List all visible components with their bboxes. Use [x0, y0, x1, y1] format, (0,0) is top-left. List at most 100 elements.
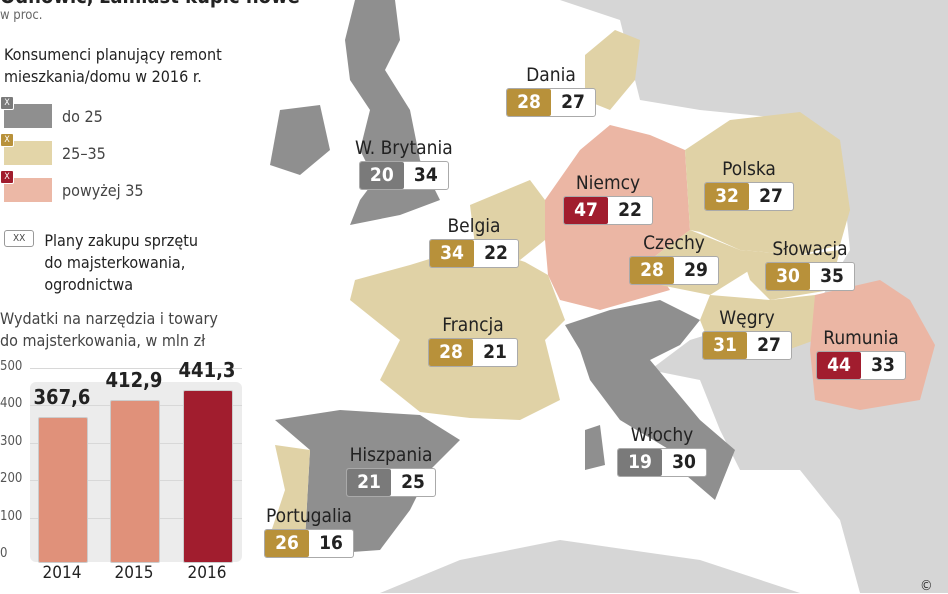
value-pair: 28 29: [629, 256, 719, 285]
renovation-badge: 28: [429, 339, 473, 366]
gridline: [30, 367, 242, 369]
y-tick-label: 100: [0, 508, 23, 524]
plans-badge: 35: [820, 265, 844, 287]
bar-value-label: 441,3: [178, 357, 236, 382]
value-pair: 20 34: [358, 161, 449, 190]
country-label: W. Brytania 20 34: [355, 137, 453, 190]
cc-icon: ©: [920, 578, 933, 594]
plans-label-3: ogrodnictwa: [44, 275, 134, 294]
y-tick-label: 0: [0, 546, 8, 561]
country-name: Włochy: [630, 424, 694, 446]
value-pair: 30 35: [765, 262, 855, 291]
country-name: Dania: [526, 64, 576, 86]
renovation-badge: 30: [766, 263, 810, 290]
value-pair: 47 22: [563, 196, 653, 225]
marker-icon: X: [0, 133, 14, 147]
plans-badge: 27: [759, 185, 783, 207]
ireland-shape: [270, 105, 330, 175]
legend-plans: XX Plany zakupu sprzętu do majsterkowani…: [4, 230, 198, 296]
plans-label-1: Plany zakupu sprzętu: [44, 231, 198, 250]
uk-shape: [345, 0, 440, 225]
plans-badge: 34: [413, 164, 438, 186]
country-name: Hiszpania: [349, 444, 433, 466]
country-name: Belgia: [447, 215, 501, 237]
subtitle: w proc.: [0, 8, 43, 23]
bar-2016: [183, 389, 233, 563]
legend-item-mid: X 25–35: [0, 133, 106, 165]
plans-badge: 29: [684, 259, 708, 281]
value-pair: 32 27: [704, 182, 794, 211]
plans-badge: 25: [401, 471, 425, 493]
value-pair: 26 16: [264, 529, 354, 558]
country-name: Czechy: [643, 232, 705, 254]
plans-badge: 27: [757, 334, 781, 356]
country-label: Portugalia 26 16: [264, 505, 354, 558]
bar-2015: [110, 400, 160, 563]
plans-badge: 22: [484, 242, 508, 264]
legend-label: 25–35: [62, 143, 106, 163]
x-tick-label: 2015: [114, 563, 154, 583]
renovation-badge: 31: [703, 332, 747, 359]
country-label: Dania 28 27: [506, 64, 596, 117]
country-label: Hiszpania 21 25: [346, 444, 436, 497]
marker-icon: X: [0, 170, 14, 184]
plans-marker-icon: XX: [4, 230, 35, 247]
renovation-badge: 21: [347, 469, 391, 496]
legend-label: do 25: [62, 106, 103, 126]
country-label: Belgia 34 22: [429, 215, 519, 268]
value-pair: 44 33: [816, 351, 906, 380]
value-pair: 34 22: [429, 239, 519, 268]
france-shape: [350, 245, 565, 420]
country-name: W. Brytania: [355, 137, 453, 159]
renovation-badge: 32: [705, 183, 749, 210]
legend-heading-line1: Konsumenci planujący remont: [4, 45, 222, 64]
legend-heading-line2: mieszkania/domu w 2016 r.: [4, 67, 202, 86]
bar-value-label: 412,9: [105, 368, 163, 393]
country-name: Węgry: [719, 307, 775, 329]
country-label: Niemcy 47 22: [563, 172, 653, 225]
country-label: Polska 32 27: [704, 158, 794, 211]
country-label: Rumunia 44 33: [816, 327, 906, 380]
country-name: Polska: [722, 158, 776, 180]
portugal-shape: [270, 445, 310, 540]
country-name: Słowacja: [772, 238, 848, 260]
plans-badge: 21: [483, 341, 507, 363]
value-pair: 28 21: [428, 338, 518, 367]
plans-label-2: do majsterkowania,: [44, 253, 186, 272]
plans-badge: 33: [871, 354, 895, 376]
country-name: Francja: [442, 314, 504, 336]
plans-badge: 27: [561, 91, 585, 113]
legend-label: powyżej 35: [62, 180, 144, 200]
value-pair: 21 25: [346, 468, 436, 497]
x-tick-label: 2016: [187, 563, 227, 583]
chart-title-line2: do majsterkowania, w mln zł: [0, 331, 206, 350]
plans-badge: 22: [618, 199, 642, 221]
legend-item-high: X powyżej 35: [0, 170, 144, 202]
renovation-badge: 26: [265, 530, 309, 557]
renovation-badge: 20: [359, 162, 404, 189]
y-tick-label: 500: [0, 358, 23, 374]
renovation-badge: 19: [618, 449, 662, 476]
bar-value-label: 367,6: [33, 385, 91, 410]
y-tick-label: 200: [0, 471, 23, 486]
country-label: Węgry 31 27: [702, 307, 792, 360]
country-label: Włochy 19 30: [617, 424, 707, 477]
country-name: Rumunia: [823, 327, 899, 349]
value-pair: 31 27: [702, 331, 792, 360]
renovation-badge: 34: [430, 240, 474, 267]
x-tick-label: 2014: [42, 563, 82, 583]
renovation-badge: 44: [817, 352, 861, 379]
y-tick-label: 400: [0, 396, 23, 411]
y-tick-label: 300: [0, 433, 23, 449]
value-pair: 19 30: [617, 448, 707, 477]
country-label: Francja 28 21: [428, 314, 518, 367]
value-pair: 28 27: [506, 88, 596, 117]
bar-2014: [38, 417, 88, 563]
country-label: Czechy 28 29: [629, 232, 719, 285]
renovation-badge: 28: [630, 257, 674, 284]
chart-title-line1: Wydatki na narzędzia i towary: [0, 309, 218, 328]
renovation-badge: 28: [507, 89, 551, 116]
country-name: Portugalia: [266, 505, 352, 527]
background-land: [380, 0, 948, 593]
plans-badge: 30: [672, 451, 696, 473]
